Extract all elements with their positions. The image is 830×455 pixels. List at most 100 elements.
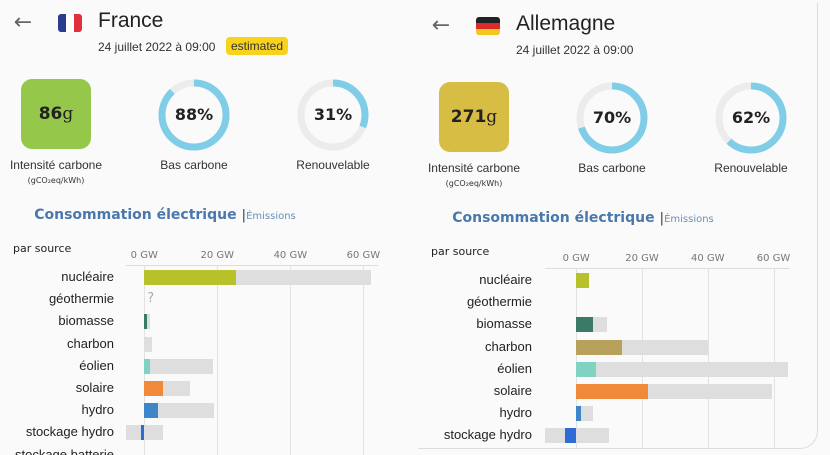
view-tabs: Consommation électrique |Émissions — [418, 207, 748, 226]
source-bar-chart: 0 GW 20 GW 40 GW 60 GW nucléaire géothermie? b… — [0, 0, 405, 455]
carbon-unit: g — [62, 104, 74, 124]
value-bar — [576, 273, 590, 288]
unknown-marker: ? — [147, 291, 155, 307]
row-label: éolien — [497, 360, 532, 376]
capacity-bar — [545, 428, 610, 444]
tab-consommation[interactable]: Consommation électrique — [34, 207, 237, 223]
value-bar — [576, 317, 593, 333]
tick-label: 60 GW — [346, 250, 381, 261]
renewable-ring — [715, 82, 787, 154]
capacity-bar — [144, 403, 214, 419]
value-bar — [144, 314, 148, 330]
carbon-intensity-unit-label: (gCO₂eq/kWh) — [27, 176, 85, 185]
tab-consommation[interactable]: Consommation électrique — [452, 210, 655, 226]
value-bar — [564, 428, 577, 444]
country-panel-germany: ← Allemagne 24 juillet 2022 à 09:00 271 g… — [418, 3, 818, 449]
tick-label: 40 GW — [273, 250, 308, 261]
value-bar — [144, 403, 159, 419]
x-axis-line — [126, 265, 378, 266]
tab-emissions[interactable]: Émissions — [664, 214, 714, 225]
value-bar — [576, 361, 596, 377]
renewable-ring — [297, 79, 369, 151]
carbon-intensity-label: Intensité carbone — [9, 158, 103, 172]
carbon-intensity-label: Intensité carbone — [427, 161, 521, 175]
renewable-value: 62% — [731, 108, 771, 127]
value-bar — [576, 339, 623, 355]
tick-label: 0 GW — [562, 253, 590, 264]
estimated-badge: estimated — [226, 37, 289, 55]
tick-label: 0 GW — [130, 250, 158, 261]
carbon-intensity-value: 271 — [450, 107, 487, 127]
gridline — [290, 265, 292, 455]
value-bar — [140, 425, 145, 441]
france-flag-icon — [58, 14, 82, 32]
carbon-intensity-box: 86 g — [21, 79, 91, 149]
back-arrow-icon[interactable]: ← — [431, 13, 451, 38]
row-label: nucléaire — [479, 272, 532, 287]
row-label: charbon — [485, 338, 532, 354]
ring-fill — [297, 79, 369, 151]
low-carbon-ring — [576, 82, 648, 154]
datetime: 24 juillet 2022 à 09:00 — [98, 40, 216, 54]
capacity-bar — [144, 336, 152, 352]
low-carbon-label: Bas carbone — [578, 161, 646, 175]
row-label: géothermie — [466, 294, 532, 310]
row-label: stockage hydro — [25, 424, 114, 440]
row-label: charbon — [67, 335, 114, 351]
low-carbon-value: 88% — [174, 105, 214, 124]
datetime: 24 juillet 2022 à 09:00 — [516, 43, 634, 57]
row-label: stockage batterie — [14, 446, 114, 455]
value-bar — [144, 358, 150, 374]
ring-fill — [576, 82, 648, 154]
gridline — [642, 268, 643, 448]
capacity-bar — [126, 425, 163, 441]
chart-title: par source — [13, 242, 72, 255]
capacity-bar — [144, 358, 213, 374]
renewable-label: Renouvelable — [714, 161, 788, 175]
tab-divider: | — [659, 211, 665, 226]
low-carbon-ring — [158, 79, 230, 151]
low-carbon-label: Bas carbone — [160, 158, 228, 172]
tab-emissions[interactable]: Émissions — [246, 211, 296, 222]
tick-label: 20 GW — [200, 250, 235, 261]
gridline — [217, 265, 219, 455]
gridline — [773, 268, 775, 448]
back-arrow-icon[interactable]: ← — [13, 10, 33, 35]
view-tabs: Consommation électrique |Émissions — [0, 204, 330, 223]
row-label: biomasse — [476, 316, 532, 332]
carbon-intensity-box: 271 g — [439, 82, 509, 152]
row-label: géothermie — [48, 291, 114, 307]
tick-label: 60 GW — [756, 253, 791, 264]
gridline — [576, 268, 578, 448]
row-label: éolien — [79, 357, 114, 373]
tick-label: 40 GW — [691, 253, 725, 264]
carbon-intensity-unit-label: (gCO₂eq/kWh) — [445, 179, 503, 188]
chart-title: par source — [431, 245, 490, 258]
carbon-intensity-value: 86 — [38, 104, 63, 124]
tick-label: 20 GW — [625, 253, 659, 264]
tab-divider: | — [241, 208, 247, 223]
value-bar — [576, 406, 582, 422]
row-label: hydro — [499, 405, 532, 421]
ring-fill — [158, 79, 230, 151]
source-bar-chart: 0 GW 20 GW 40 GW 60 GW nucléaire géothermie bi… — [418, 3, 817, 448]
country-panel-france: ← France 24 juillet 2022 à 09:00 estimat… — [0, 0, 405, 455]
low-carbon-value: 70% — [592, 108, 632, 127]
value-bar — [144, 381, 164, 396]
value-bar — [576, 384, 648, 399]
row-label: solaire — [75, 380, 114, 395]
country-title: Allemagne — [516, 12, 616, 35]
row-label: hydro — [81, 402, 114, 418]
row-label: stockage hydro — [443, 427, 532, 443]
renewable-label: Renouvelable — [296, 158, 370, 172]
x-axis-line — [545, 268, 790, 269]
carbon-unit: g — [486, 107, 498, 127]
gridline — [707, 268, 709, 448]
row-label: solaire — [493, 383, 532, 398]
renewable-value: 31% — [313, 105, 353, 124]
ring-fill — [715, 82, 787, 154]
gridline — [363, 265, 365, 455]
value-bar — [144, 270, 236, 285]
germany-flag-icon — [476, 17, 500, 35]
country-title: France — [98, 9, 164, 32]
